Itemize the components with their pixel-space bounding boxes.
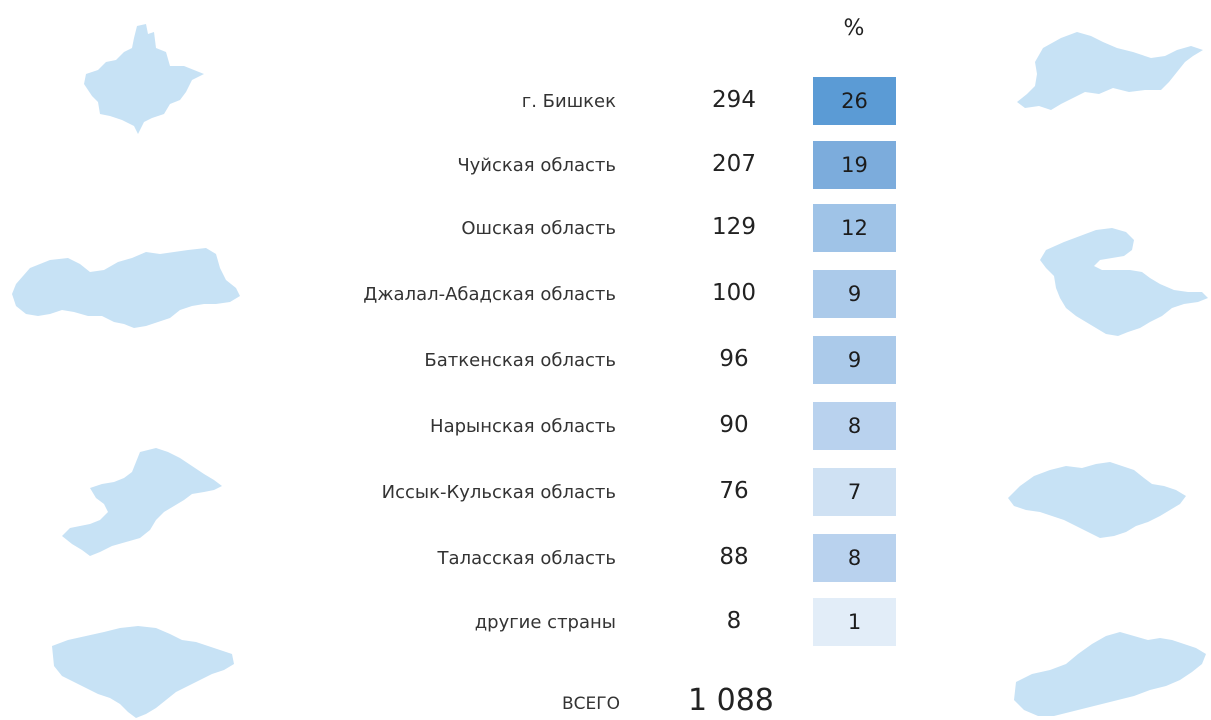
percent-cell: 9 bbox=[813, 336, 896, 384]
count-value: 90 bbox=[719, 412, 749, 438]
region-label: Ошская область bbox=[461, 218, 616, 239]
region-label: Чуйская область bbox=[457, 155, 616, 176]
total-label: ВСЕГО bbox=[561, 694, 620, 714]
table-row: Нарынская область 90 8 bbox=[0, 402, 1211, 450]
table-row: Чуйская область 207 19 bbox=[0, 141, 1211, 189]
region-label: г. Бишкек bbox=[521, 91, 616, 112]
region-label: Нарынская область bbox=[430, 416, 616, 437]
table-row: Таласская область 88 8 bbox=[0, 534, 1211, 582]
percent-cell: 1 bbox=[813, 598, 896, 646]
percent-cell: 12 bbox=[813, 204, 896, 252]
table-row: Баткенская область 96 9 bbox=[0, 336, 1211, 384]
count-value: 100 bbox=[712, 280, 756, 306]
issyk-kul-region-map-icon bbox=[60, 446, 226, 558]
count-value: 129 bbox=[712, 214, 756, 240]
percent-cell: 9 bbox=[813, 270, 896, 318]
count-value: 96 bbox=[719, 346, 749, 372]
total-value: 1 088 bbox=[688, 683, 774, 718]
count-value: 207 bbox=[712, 151, 756, 177]
percent-column-header: % bbox=[843, 16, 865, 41]
table-row: другие страны 8 1 bbox=[0, 598, 1211, 646]
jalal-abad-region-map-icon bbox=[10, 244, 242, 334]
region-label: Баткенская область bbox=[424, 350, 616, 371]
osh-region-map-icon bbox=[1036, 226, 1210, 342]
percent-cell: 8 bbox=[813, 534, 896, 582]
region-label: Джалал-Абадская область bbox=[363, 284, 616, 305]
chui-region-map-icon bbox=[1013, 28, 1205, 114]
bishkek-map-icon bbox=[80, 22, 206, 138]
count-value: 88 bbox=[719, 544, 749, 570]
table-row: г. Бишкек 294 26 bbox=[0, 77, 1211, 125]
region-label: Иссык-Кульская область bbox=[381, 482, 616, 503]
region-label: Таласская область bbox=[437, 548, 616, 569]
table-row: Ошская область 129 12 bbox=[0, 204, 1211, 252]
naryn-region-map-icon bbox=[1004, 460, 1190, 540]
percent-cell: 26 bbox=[813, 77, 896, 125]
count-value: 294 bbox=[712, 87, 756, 113]
batken-region-map-icon bbox=[1010, 626, 1208, 720]
percent-cell: 7 bbox=[813, 468, 896, 516]
percent-cell: 8 bbox=[813, 402, 896, 450]
percent-cell: 19 bbox=[813, 141, 896, 189]
table-row: Джалал-Абадская область 100 9 bbox=[0, 270, 1211, 318]
count-value: 8 bbox=[726, 608, 742, 634]
talas-region-map-icon bbox=[48, 624, 238, 720]
region-label: другие страны bbox=[474, 612, 616, 633]
table-row: Иссык-Кульская область 76 7 bbox=[0, 468, 1211, 516]
count-value: 76 bbox=[719, 478, 749, 504]
